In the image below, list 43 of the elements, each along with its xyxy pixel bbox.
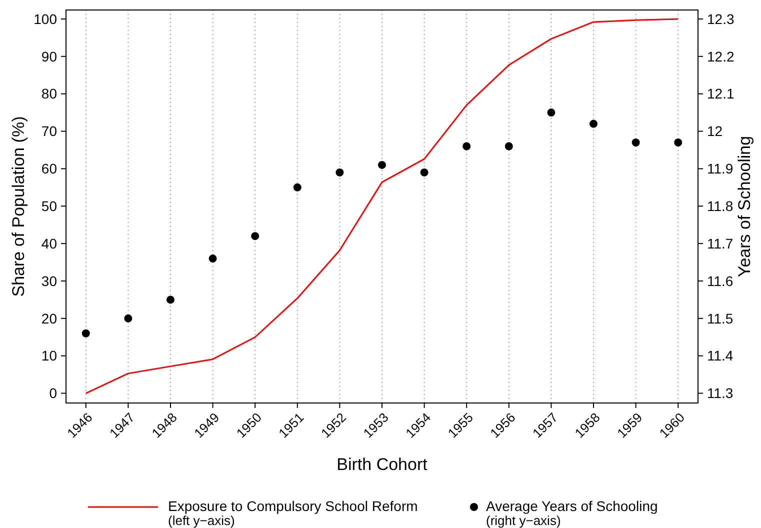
point	[166, 296, 174, 304]
x-axis-title: Birth Cohort	[336, 455, 428, 474]
y2-tick-label: 11.8	[707, 198, 734, 214]
point	[336, 168, 344, 176]
point	[674, 138, 682, 146]
point	[378, 160, 386, 169]
y-axis-title: Share of Population (%)	[9, 116, 28, 297]
y-tick-label: 60	[41, 160, 58, 177]
y2-tick-label: 11.4	[707, 348, 734, 364]
y2-tick-label: 11.7	[707, 235, 734, 252]
point	[632, 138, 640, 146]
y-tick-label: 40	[41, 235, 58, 252]
y-tick-label: 20	[41, 310, 58, 326]
y2-tick-label: 12	[707, 123, 723, 140]
line-series	[85, 18, 679, 394]
y-tick-label: 90	[41, 48, 58, 64]
point	[504, 142, 513, 150]
legend-label: Average Years of Schooling (right y−axis)	[486, 498, 658, 528]
point	[251, 232, 260, 240]
point	[208, 254, 217, 263]
point	[293, 183, 302, 192]
y2-tick-label: 11.5	[707, 310, 734, 326]
y2-axis-title: Years of Schooling	[735, 136, 754, 278]
y2-tick-label: 11.6	[707, 272, 734, 289]
y-tick-label: 10	[41, 348, 58, 364]
point	[124, 314, 132, 322]
legend-label: Exposure to Compulsory School Reform (left y−axis)	[168, 498, 418, 528]
y-tick-label: 0	[49, 385, 58, 402]
y2-tick-label: 12.1	[707, 86, 734, 102]
y-tick-label: 30	[41, 272, 58, 289]
y-tick-label: 100	[34, 10, 58, 27]
point	[420, 168, 428, 176]
y-tick-label: 50	[41, 198, 58, 214]
y2-tick-label: 11.3	[707, 385, 734, 402]
point	[82, 329, 90, 338]
y2-tick-label: 11.9	[707, 160, 734, 177]
point	[590, 120, 598, 128]
y-tick-label: 70	[41, 123, 58, 140]
point	[547, 108, 556, 117]
point	[462, 142, 471, 150]
y-tick-label: 80	[41, 86, 58, 102]
y2-tick-label: 12.3	[707, 10, 734, 27]
y2-tick-label: 12.2	[707, 48, 734, 64]
